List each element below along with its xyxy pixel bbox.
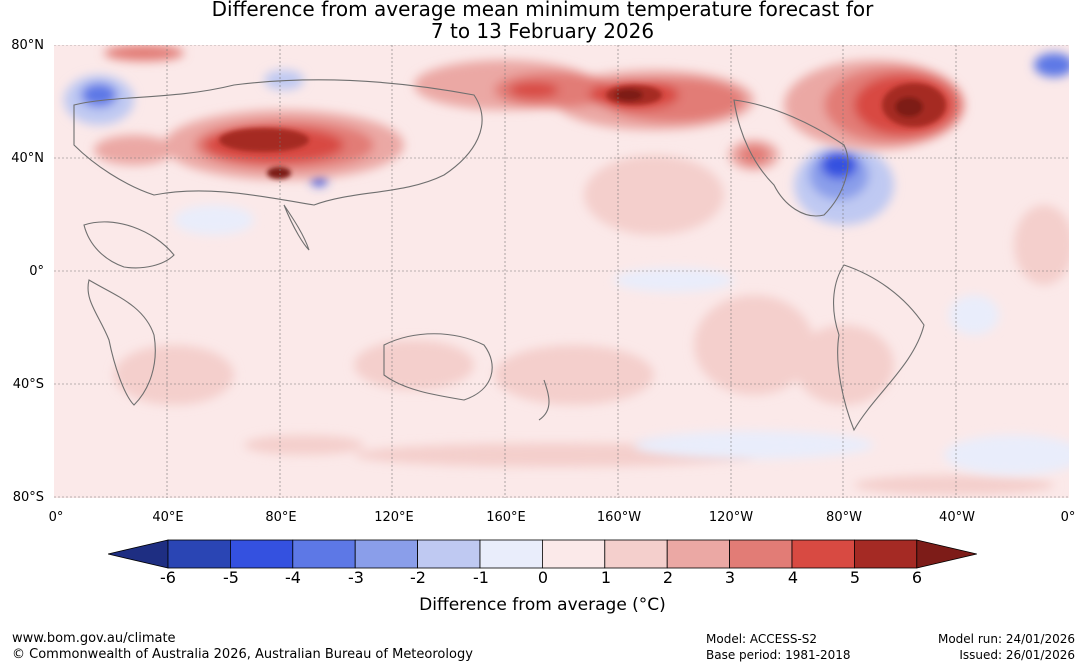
colorbar-segment bbox=[729, 539, 793, 569]
colorbar-tick: 1 bbox=[600, 568, 612, 587]
footer-model-run: Model run: 24/01/2026 bbox=[937, 632, 1075, 646]
anomaly-patches-cool bbox=[64, 53, 1069, 475]
coastlines bbox=[73, 79, 925, 432]
colorbar-tick: 6 bbox=[911, 568, 923, 587]
new-zealand-coastline bbox=[538, 379, 550, 421]
lat-label-80s: 80°S bbox=[12, 490, 44, 505]
map-title-line-2: 7 to 13 February 2026 bbox=[430, 19, 655, 43]
colorbar-tick: -2 bbox=[410, 568, 426, 587]
lon-label-80e: 80°E bbox=[265, 510, 297, 525]
colorbar-segment bbox=[230, 539, 294, 569]
lat-label-80n: 80°N bbox=[11, 38, 44, 53]
footer-copyright: © Commonwealth of Australia 2026, Austra… bbox=[12, 647, 473, 662]
lon-label-120w: 120°W bbox=[708, 510, 754, 525]
colorbar-extend-high bbox=[916, 539, 977, 569]
colorbar-tick: -3 bbox=[348, 568, 364, 587]
anomaly-patches-hot bbox=[219, 83, 946, 179]
africa-coastline bbox=[87, 279, 156, 406]
colorbar-tick: -5 bbox=[223, 568, 239, 587]
india-coastline bbox=[283, 204, 310, 251]
lon-label-160w: 160°W bbox=[596, 510, 642, 525]
colorbar-segment bbox=[354, 539, 418, 569]
lat-label-equator: 0° bbox=[29, 264, 44, 279]
colorbar-segment bbox=[541, 539, 606, 569]
arabia-coastline bbox=[83, 221, 175, 269]
lon-label-0-west: 0° bbox=[48, 510, 64, 525]
anomaly-patches-light-warm bbox=[114, 155, 1069, 495]
colorbar-tick: -4 bbox=[285, 568, 301, 587]
colorbar-tick: 3 bbox=[724, 568, 736, 587]
footer-base-period: Base period: 1981-2018 bbox=[706, 648, 851, 662]
lat-label-40s: 40°S bbox=[12, 377, 44, 392]
colorbar-tick: -1 bbox=[473, 568, 489, 587]
colorbar-tick: 5 bbox=[849, 568, 861, 587]
south-america-coastline bbox=[833, 264, 925, 432]
colorbar-tick: 0 bbox=[537, 568, 549, 587]
colorbar-segment bbox=[167, 539, 231, 569]
map-title-line-1: Difference from average mean minimum tem… bbox=[211, 0, 874, 21]
colorbar-tick: 4 bbox=[787, 568, 799, 587]
lon-label-0-east: 0° bbox=[1060, 510, 1076, 525]
colorbar-segment bbox=[417, 539, 481, 569]
colorbar-extend-low bbox=[108, 539, 169, 569]
graticule bbox=[54, 45, 1069, 498]
footer-issued: Issued: 26/01/2026 bbox=[959, 648, 1075, 662]
footer-model: Model: ACCESS-S2 bbox=[706, 632, 818, 646]
north-america-coastline bbox=[733, 99, 849, 217]
colorbar-segment bbox=[479, 539, 543, 569]
lon-label-80w: 80°W bbox=[826, 510, 862, 525]
footer-website: www.bom.gov.au/climate bbox=[12, 631, 176, 646]
colorbar-segment bbox=[666, 539, 731, 569]
colorbar-label: Difference from average (°C) bbox=[419, 595, 666, 615]
lon-label-120e: 120°E bbox=[374, 510, 414, 525]
eurasia-coastline bbox=[73, 79, 483, 206]
colorbar-tick: 2 bbox=[662, 568, 674, 587]
colorbar-tick: -6 bbox=[160, 568, 176, 587]
lat-label-40n: 40°N bbox=[11, 151, 44, 166]
colorbar-segment bbox=[604, 539, 668, 569]
colorbar bbox=[108, 539, 977, 569]
australia-coastline bbox=[383, 333, 493, 401]
colorbar-segment bbox=[292, 539, 356, 569]
lon-label-40e: 40°E bbox=[152, 510, 184, 525]
colorbar-segment bbox=[854, 539, 918, 569]
colorbar-segment bbox=[791, 539, 855, 569]
temperature-anomaly-map bbox=[54, 45, 1069, 498]
lon-label-40w: 40°W bbox=[939, 510, 975, 525]
lon-label-160e: 160°E bbox=[486, 510, 526, 525]
